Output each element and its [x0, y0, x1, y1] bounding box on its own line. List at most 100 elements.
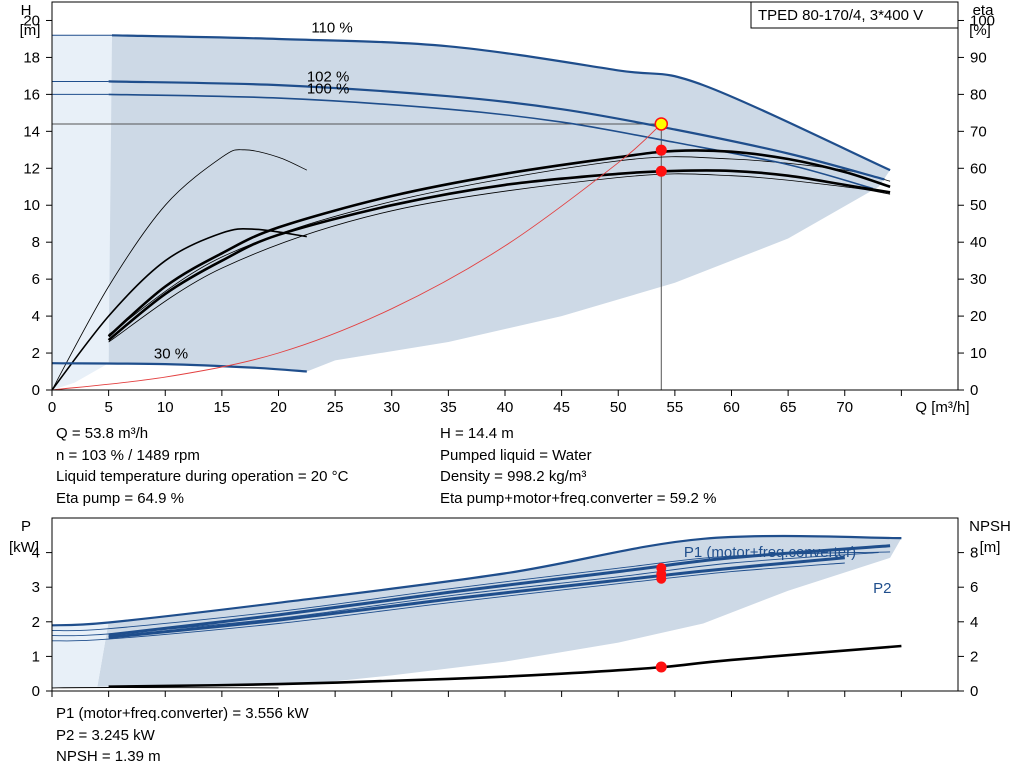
x-tick-label-15: 15 — [214, 399, 231, 416]
power-series-1 — [108, 544, 891, 637]
power-low-flow-band — [52, 621, 109, 688]
lower-chart: P1 (motor+freq.converter) P2 0 1 2 3 4 0 2 4 6 8 P [k… — [9, 517, 1011, 700]
x-tick-label-45: 45 — [553, 399, 570, 416]
x-tick-label-35: 35 — [440, 399, 457, 416]
duty-point-marker — [654, 117, 669, 131]
p-tick-label-0: 0 — [32, 683, 40, 700]
eta-30pct-lower — [51, 227, 307, 391]
power-thin-0 — [51, 562, 845, 642]
upper-info-left: Q = 53.8 m³/h n = 103 % / 1489 rpm Liqui… — [56, 423, 348, 509]
y-tick-label-12: 12 — [23, 160, 40, 177]
eta-tick-label-70: 70 — [970, 123, 987, 140]
x-tick-label-65: 65 — [780, 399, 797, 416]
y-tick-label-16: 16 — [23, 86, 40, 103]
x-tick-label-70: 70 — [836, 399, 853, 416]
npsh-axis-label-top: NPSH — [969, 518, 1011, 535]
info-eta-total: Eta pump+motor+freq.converter = 59.2 % — [440, 489, 717, 507]
info-eta-pump: Eta pump = 64.9 % — [56, 489, 184, 507]
series-2 — [108, 93, 874, 190]
x-tick-label-40: 40 — [497, 399, 514, 416]
y-tick-label-6: 6 — [32, 271, 40, 288]
npsh-tick-label-0: 0 — [970, 683, 978, 700]
y-tick-label-2: 2 — [32, 345, 40, 362]
series-1 — [108, 80, 885, 181]
operating-envelope — [108, 35, 891, 372]
x-tick-label-60: 60 — [723, 399, 740, 416]
x-axis-label: Q [m³/h] — [915, 399, 969, 416]
info-head: H = 14.4 m — [440, 425, 514, 442]
eta-axis-label-unit: [%] — [969, 22, 991, 39]
x-tick-label-5: 5 — [104, 399, 112, 416]
title-box — [750, 1, 959, 29]
low-flow-band — [52, 35, 113, 390]
npsh-axis-label-unit: [m] — [980, 539, 1001, 556]
eta-tick-label-80: 80 — [970, 86, 987, 103]
info-liquid: Pumped liquid = Water — [440, 446, 592, 464]
info-temperature: Liquid temperature during operation = 20… — [56, 468, 349, 485]
npsh-tick-label-2: 2 — [970, 648, 978, 665]
chart-title: TPED 80-170/4, 3*400 V — [758, 7, 923, 24]
power-series-3 — [108, 644, 902, 688]
info-npsh: NPSH = 1.39 m — [56, 748, 161, 765]
eta-tick-label-10: 10 — [970, 345, 987, 362]
p-tick-label-3: 3 — [32, 579, 40, 596]
series-0 — [111, 34, 891, 172]
label-110pct: 110 % — [311, 19, 352, 36]
power-envelope — [97, 536, 902, 687]
label-p1: P1 (motor+freq.converter) — [684, 544, 856, 561]
x-tick-label-0: 0 — [48, 399, 56, 416]
label-102pct: 102 % — [307, 68, 350, 85]
eta-tick-label-50: 50 — [970, 197, 987, 214]
eta-tick-label-60: 60 — [970, 160, 987, 177]
y-tick-label-4: 4 — [32, 308, 40, 325]
x-tick-label-50: 50 — [610, 399, 627, 416]
info-density: Density = 998.2 kg/m³ — [440, 468, 587, 485]
eta-thin-1 — [108, 173, 891, 343]
power-series-0 — [51, 534, 902, 627]
eta-tick-label-100: 100 — [970, 12, 995, 29]
eta-tick-label-40: 40 — [970, 234, 987, 251]
info-p1: P1 (motor+freq.converter) = 3.556 kW — [56, 705, 309, 722]
info-speed: n = 103 % / 1489 rpm — [56, 446, 200, 464]
p-tick-label-1: 1 — [32, 648, 40, 665]
p-tick-label-4: 4 — [32, 545, 40, 562]
series-4 — [107, 169, 891, 342]
info-q: Q = 53.8 m³/h — [56, 425, 149, 442]
npsh-tick-label-6: 6 — [970, 579, 978, 596]
y-axis-label-unit: [m] — [20, 22, 41, 39]
series-5 — [107, 149, 891, 338]
upper-chart: 110 %102 %100 %30 %0 5 10 15 20 25 30 35 40 45 50 5… — [20, 1, 995, 416]
eta-tick-label-30: 30 — [970, 271, 987, 288]
info-p2: P2 = 3.245 kW — [56, 726, 155, 744]
y-tick-label-0: 0 — [32, 382, 40, 399]
x-tick-label-55: 55 — [667, 399, 684, 416]
power-series-2 — [108, 556, 845, 639]
x-tick-label-10: 10 — [157, 399, 174, 416]
lower-info: P1 (motor+freq.converter) = 3.556 kW P2 … — [56, 703, 309, 768]
eta-pump-marker — [655, 144, 667, 156]
eta-total-marker — [655, 165, 667, 177]
label-30pct: 30 % — [154, 346, 188, 363]
npsh-tick-label-4: 4 — [970, 614, 978, 631]
x-tick-label-20: 20 — [270, 399, 287, 416]
eta-tick-label-20: 20 — [970, 308, 987, 325]
upper-info-right: H = 14.4 m Pumped liquid = Water Density… — [440, 423, 716, 509]
series-3 — [51, 362, 307, 373]
x-tick-label-25: 25 — [327, 399, 344, 416]
eta-axis-label-top: eta — [973, 2, 995, 19]
y-tick-label-10: 10 — [23, 197, 40, 214]
npsh-tick-label-8: 8 — [970, 545, 978, 562]
power-marker-2 — [656, 569, 667, 580]
p-axis-label-top: P — [21, 518, 31, 535]
eta-tick-label-0: 0 — [970, 382, 978, 399]
p-axis-label-unit: [kW] — [9, 539, 39, 556]
eta-30pct-upper — [51, 149, 307, 391]
label-100pct: 100 % — [307, 80, 350, 97]
y-tick-label-8: 8 — [32, 234, 40, 251]
y-axis-label-top: H — [21, 2, 32, 19]
y-tick-label-20: 20 — [23, 12, 40, 29]
y-tick-label-18: 18 — [23, 49, 40, 66]
label-p2: P2 — [873, 580, 891, 597]
series-6 — [51, 123, 662, 391]
